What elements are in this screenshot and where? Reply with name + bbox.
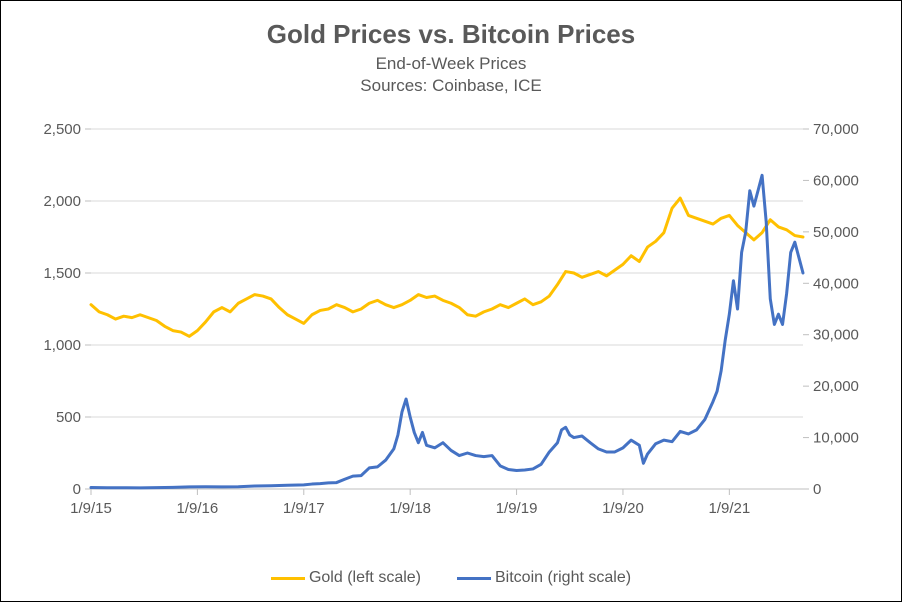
svg-text:0: 0 (73, 481, 81, 498)
chart-titleblock: Gold Prices vs. Bitcoin Prices End-of-We… (1, 19, 901, 96)
svg-text:1/9/16: 1/9/16 (177, 500, 219, 517)
legend: Gold (left scale) Bitcoin (right scale) (1, 569, 901, 587)
chart-title: Gold Prices vs. Bitcoin Prices (1, 19, 901, 50)
chart-container: Gold Prices vs. Bitcoin Prices End-of-We… (0, 0, 902, 602)
legend-item-bitcoin: Bitcoin (right scale) (457, 569, 631, 587)
legend-item-gold: Gold (left scale) (271, 569, 421, 587)
svg-text:50,000: 50,000 (813, 224, 859, 241)
svg-text:30,000: 30,000 (813, 327, 859, 344)
plot-area: 1/9/15 1/9/16 1/9/17 1/9/18 1/9/19 1/9/20 1/9/… (31, 119, 873, 539)
legend-label-bitcoin: Bitcoin (right scale) (495, 569, 631, 587)
svg-text:1,500: 1,500 (43, 265, 81, 282)
svg-text:1/9/20: 1/9/20 (602, 500, 644, 517)
svg-text:2,000: 2,000 (43, 193, 81, 210)
svg-text:1/9/21: 1/9/21 (708, 500, 750, 517)
svg-text:500: 500 (56, 409, 81, 426)
svg-text:2,500: 2,500 (43, 121, 81, 138)
chart-subtitle: End-of-Week Prices (1, 54, 901, 74)
chart-svg: 1/9/15 1/9/16 1/9/17 1/9/18 1/9/19 1/9/20 1/9/… (31, 119, 873, 539)
svg-text:1/9/18: 1/9/18 (389, 500, 431, 517)
svg-text:1/9/15: 1/9/15 (70, 500, 112, 517)
svg-text:70,000: 70,000 (813, 121, 859, 138)
svg-text:1/9/17: 1/9/17 (283, 500, 325, 517)
svg-text:20,000: 20,000 (813, 378, 859, 395)
legend-label-gold: Gold (left scale) (309, 569, 421, 587)
svg-text:60,000: 60,000 (813, 172, 859, 189)
svg-text:40,000: 40,000 (813, 275, 859, 292)
svg-text:0: 0 (813, 481, 821, 498)
svg-text:10,000: 10,000 (813, 430, 859, 447)
legend-swatch-gold (271, 577, 305, 580)
chart-source: Sources: Coinbase, ICE (1, 76, 901, 96)
svg-text:1/9/19: 1/9/19 (496, 500, 538, 517)
legend-swatch-bitcoin (457, 577, 491, 580)
svg-text:1,000: 1,000 (43, 337, 81, 354)
